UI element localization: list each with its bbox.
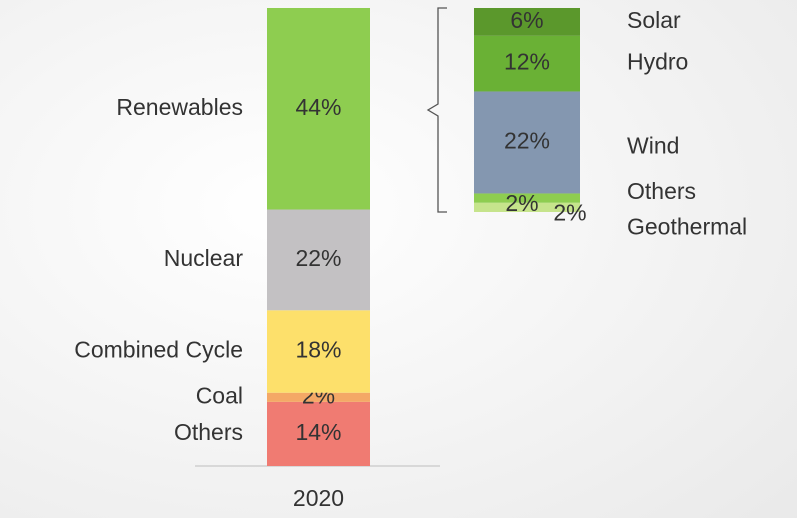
data-label: 14% xyxy=(295,419,341,445)
data-label: 44% xyxy=(295,94,341,120)
segment-label: Renewables xyxy=(116,94,243,120)
segment-label: Hydro xyxy=(627,49,688,75)
bar-segment xyxy=(474,193,580,203)
bar-segment xyxy=(474,8,580,36)
data-label: 12% xyxy=(504,49,550,75)
bar-segment xyxy=(474,91,580,194)
data-label: 2% xyxy=(505,190,538,216)
bar-segment xyxy=(267,392,370,402)
data-label: 22% xyxy=(295,245,341,271)
segment-label: Combined Cycle xyxy=(74,337,243,363)
bar-segment xyxy=(267,310,370,393)
segment-label: Others xyxy=(627,178,696,204)
bar-segment xyxy=(474,202,580,212)
data-label: 22% xyxy=(504,128,550,154)
bar-segment xyxy=(267,8,370,210)
segment-label: Nuclear xyxy=(164,245,244,271)
segment-label: Wind xyxy=(627,133,679,159)
segment-label: Geothermal xyxy=(627,213,747,239)
x-tick-label: 2020 xyxy=(293,485,344,511)
segment-label: Others xyxy=(174,419,243,445)
data-label: 18% xyxy=(295,337,341,363)
bracket xyxy=(426,7,447,213)
data-label: 2% xyxy=(553,199,586,225)
bar-segment xyxy=(267,401,370,466)
bar-segment xyxy=(267,209,370,311)
data-label: 6% xyxy=(510,7,543,33)
segment-label: Coal xyxy=(196,382,243,408)
segment-label: Solar xyxy=(627,7,681,33)
bar-segment xyxy=(474,35,580,92)
